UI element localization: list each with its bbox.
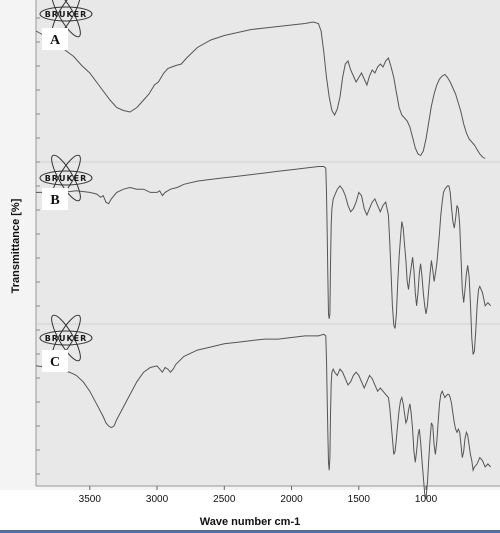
- x-tick-label: 2000: [280, 494, 303, 505]
- bruker-logo: BRUKER: [39, 0, 93, 38]
- x-tick-marks: 3500 3000 2500 2000 1500 1000: [79, 486, 438, 505]
- logo-orbit: [51, 0, 81, 38]
- spectrum-line-c: [35, 333, 491, 499]
- y-tick-marks: [36, 17, 40, 475]
- spectra-series: [35, 21, 491, 499]
- logo-wordmark: BRUKER: [45, 334, 88, 343]
- panel-labels: A B C: [42, 28, 68, 372]
- panel-label-a: A: [50, 33, 61, 48]
- panel-label-box: [42, 350, 68, 372]
- spectrum-line-a: [35, 21, 486, 159]
- bottom-rule: [0, 530, 500, 533]
- panel-label-c: C: [50, 355, 60, 370]
- logo-orbit: [39, 170, 93, 186]
- logo-orbit: [51, 154, 81, 202]
- x-tick-label: 1000: [415, 494, 438, 505]
- logo-orbit: [51, 314, 81, 362]
- x-tick-label: 1500: [348, 494, 371, 505]
- y-axis-title: Transmittance [%]: [10, 198, 22, 293]
- x-tick-label: 3000: [146, 494, 169, 505]
- panel-label-box: [42, 188, 68, 210]
- logo-wordmark: BRUKER: [45, 174, 88, 183]
- logo-orbit: [39, 6, 93, 22]
- logo-wordmark: BRUKER: [45, 10, 88, 19]
- x-tick-label: 3500: [79, 494, 102, 505]
- x-tick-label: 2500: [213, 494, 236, 505]
- panel-label-b: B: [50, 193, 59, 208]
- spectrum-line-b: [36, 166, 491, 355]
- x-axis-title: Wave number cm-1: [200, 516, 300, 528]
- logo-orbit: [39, 330, 93, 346]
- plot-area: [36, 0, 500, 486]
- panel-label-box: [42, 28, 68, 50]
